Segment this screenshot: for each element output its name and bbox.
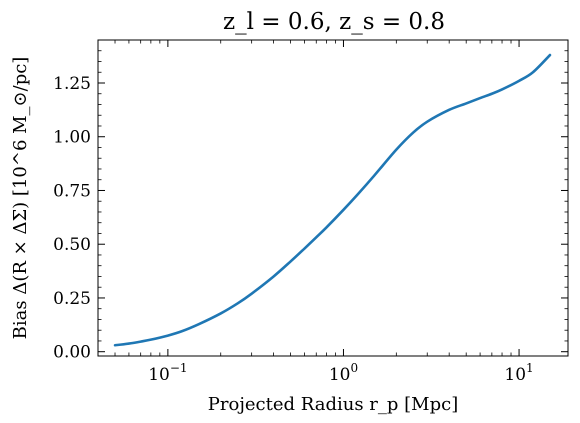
y-tick-label: 0.50 [53,235,91,255]
x-tick-label: 100 [329,361,358,385]
x-tick-label: 10−1 [148,361,187,385]
series-line [113,53,552,347]
x-tick-label: 101 [504,361,533,385]
chart-title: z_l = 0.6, z_s = 0.8 [223,9,445,35]
y-tick-label: 1.25 [53,74,91,94]
x-axis-label: Projected Radius r_p [Mpc] [208,394,458,415]
y-tick-label: 0.25 [53,289,91,309]
y-tick-label: 0.75 [53,181,91,201]
plot-frame [97,39,569,357]
y-axis-label: Bias Δ(R × ΔΣ) [10^6 M_⊙/pc] [10,57,31,340]
plot-area: 10−1 100 101 0.00 0.25 0.50 0.75 1.00 1.25 [53,39,569,385]
y-tick-label: 1.00 [53,128,91,148]
y-tick-label: 0.00 [53,343,91,363]
